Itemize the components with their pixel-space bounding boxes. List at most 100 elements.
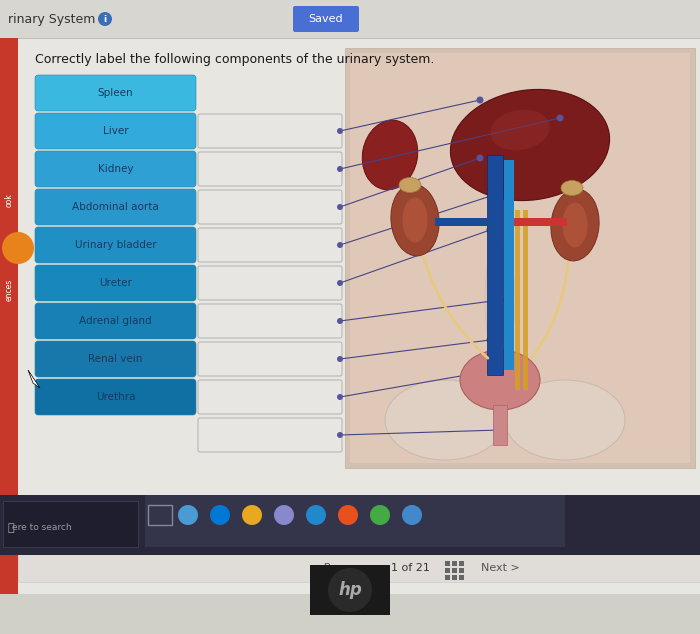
Text: Liver: Liver [103,126,128,136]
Bar [18,38,700,594]
Bar [487,155,503,375]
Circle shape [496,297,503,304]
FancyBboxPatch shape [35,341,196,377]
Circle shape [477,155,484,162]
Text: Adrenal gland: Adrenal gland [79,316,152,326]
Circle shape [210,505,230,525]
Text: rinary System: rinary System [8,13,95,25]
FancyBboxPatch shape [35,189,196,225]
Circle shape [274,505,294,525]
Bar [515,210,520,390]
FancyBboxPatch shape [198,114,342,148]
Bar [445,561,450,566]
Bar [459,561,464,566]
Bar [345,48,695,468]
FancyBboxPatch shape [198,418,342,452]
Circle shape [337,318,343,324]
Circle shape [337,280,343,286]
Ellipse shape [402,198,428,242]
Ellipse shape [450,89,610,200]
FancyBboxPatch shape [198,342,342,376]
FancyBboxPatch shape [198,304,342,338]
Text: Kidney: Kidney [98,164,133,174]
Bar [435,218,487,226]
Circle shape [496,427,503,434]
Text: Renal vein: Renal vein [88,354,143,364]
Ellipse shape [561,181,583,195]
Circle shape [486,226,493,233]
FancyBboxPatch shape [35,303,196,339]
Circle shape [178,505,198,525]
Text: Correctly label the following components of the urinary system.: Correctly label the following components… [35,53,435,67]
Ellipse shape [399,178,421,193]
Circle shape [496,190,503,197]
Bar [459,568,464,573]
Text: < Prev: < Prev [312,563,349,573]
Circle shape [328,568,372,612]
Bar [0,38,700,594]
FancyBboxPatch shape [198,152,342,186]
Text: Abdominal aorta: Abdominal aorta [72,202,159,212]
Text: ences: ences [4,279,13,301]
Circle shape [337,356,343,362]
Circle shape [370,505,390,525]
FancyBboxPatch shape [35,75,196,111]
Circle shape [337,242,343,248]
Circle shape [337,204,343,210]
FancyBboxPatch shape [35,379,196,415]
Bar [0,0,700,38]
Circle shape [477,96,484,103]
Ellipse shape [362,120,418,190]
FancyBboxPatch shape [198,190,342,224]
Circle shape [491,366,498,373]
Bar [0,495,700,555]
Text: Urethra: Urethra [96,392,135,402]
FancyBboxPatch shape [35,113,196,149]
Bar [523,210,528,390]
Bar [0,38,18,594]
Bar [445,568,450,573]
Bar [452,575,457,580]
FancyBboxPatch shape [198,380,342,414]
Ellipse shape [460,350,540,410]
Ellipse shape [490,110,550,150]
Bar [310,565,390,615]
Text: i: i [104,15,106,23]
Text: ook: ook [4,193,13,207]
Circle shape [98,12,112,26]
Text: ⌕: ⌕ [8,523,15,533]
Bar [493,405,507,445]
Ellipse shape [485,240,515,360]
Circle shape [402,505,422,525]
Bar [452,568,457,573]
Text: Next >: Next > [481,563,519,573]
Bar [350,53,690,463]
FancyBboxPatch shape [293,6,359,32]
FancyBboxPatch shape [35,227,196,263]
Bar [504,160,514,370]
Ellipse shape [385,380,505,460]
Bar [514,218,567,226]
Bar [459,575,464,580]
FancyBboxPatch shape [35,151,196,187]
Circle shape [556,115,564,122]
Bar [445,575,450,580]
Text: Saved: Saved [309,14,343,24]
Polygon shape [28,370,40,388]
FancyBboxPatch shape [35,265,196,301]
FancyArrowPatch shape [532,262,568,358]
Bar [452,561,457,566]
Ellipse shape [551,189,599,261]
Text: ere to search: ere to search [12,524,71,533]
Bar [148,505,172,525]
Circle shape [338,505,358,525]
Circle shape [337,432,343,438]
Circle shape [337,394,343,400]
Circle shape [337,166,343,172]
Circle shape [486,337,493,344]
Bar [3,501,138,547]
Circle shape [337,128,343,134]
FancyBboxPatch shape [198,228,342,262]
Bar [145,495,565,547]
Circle shape [242,505,262,525]
